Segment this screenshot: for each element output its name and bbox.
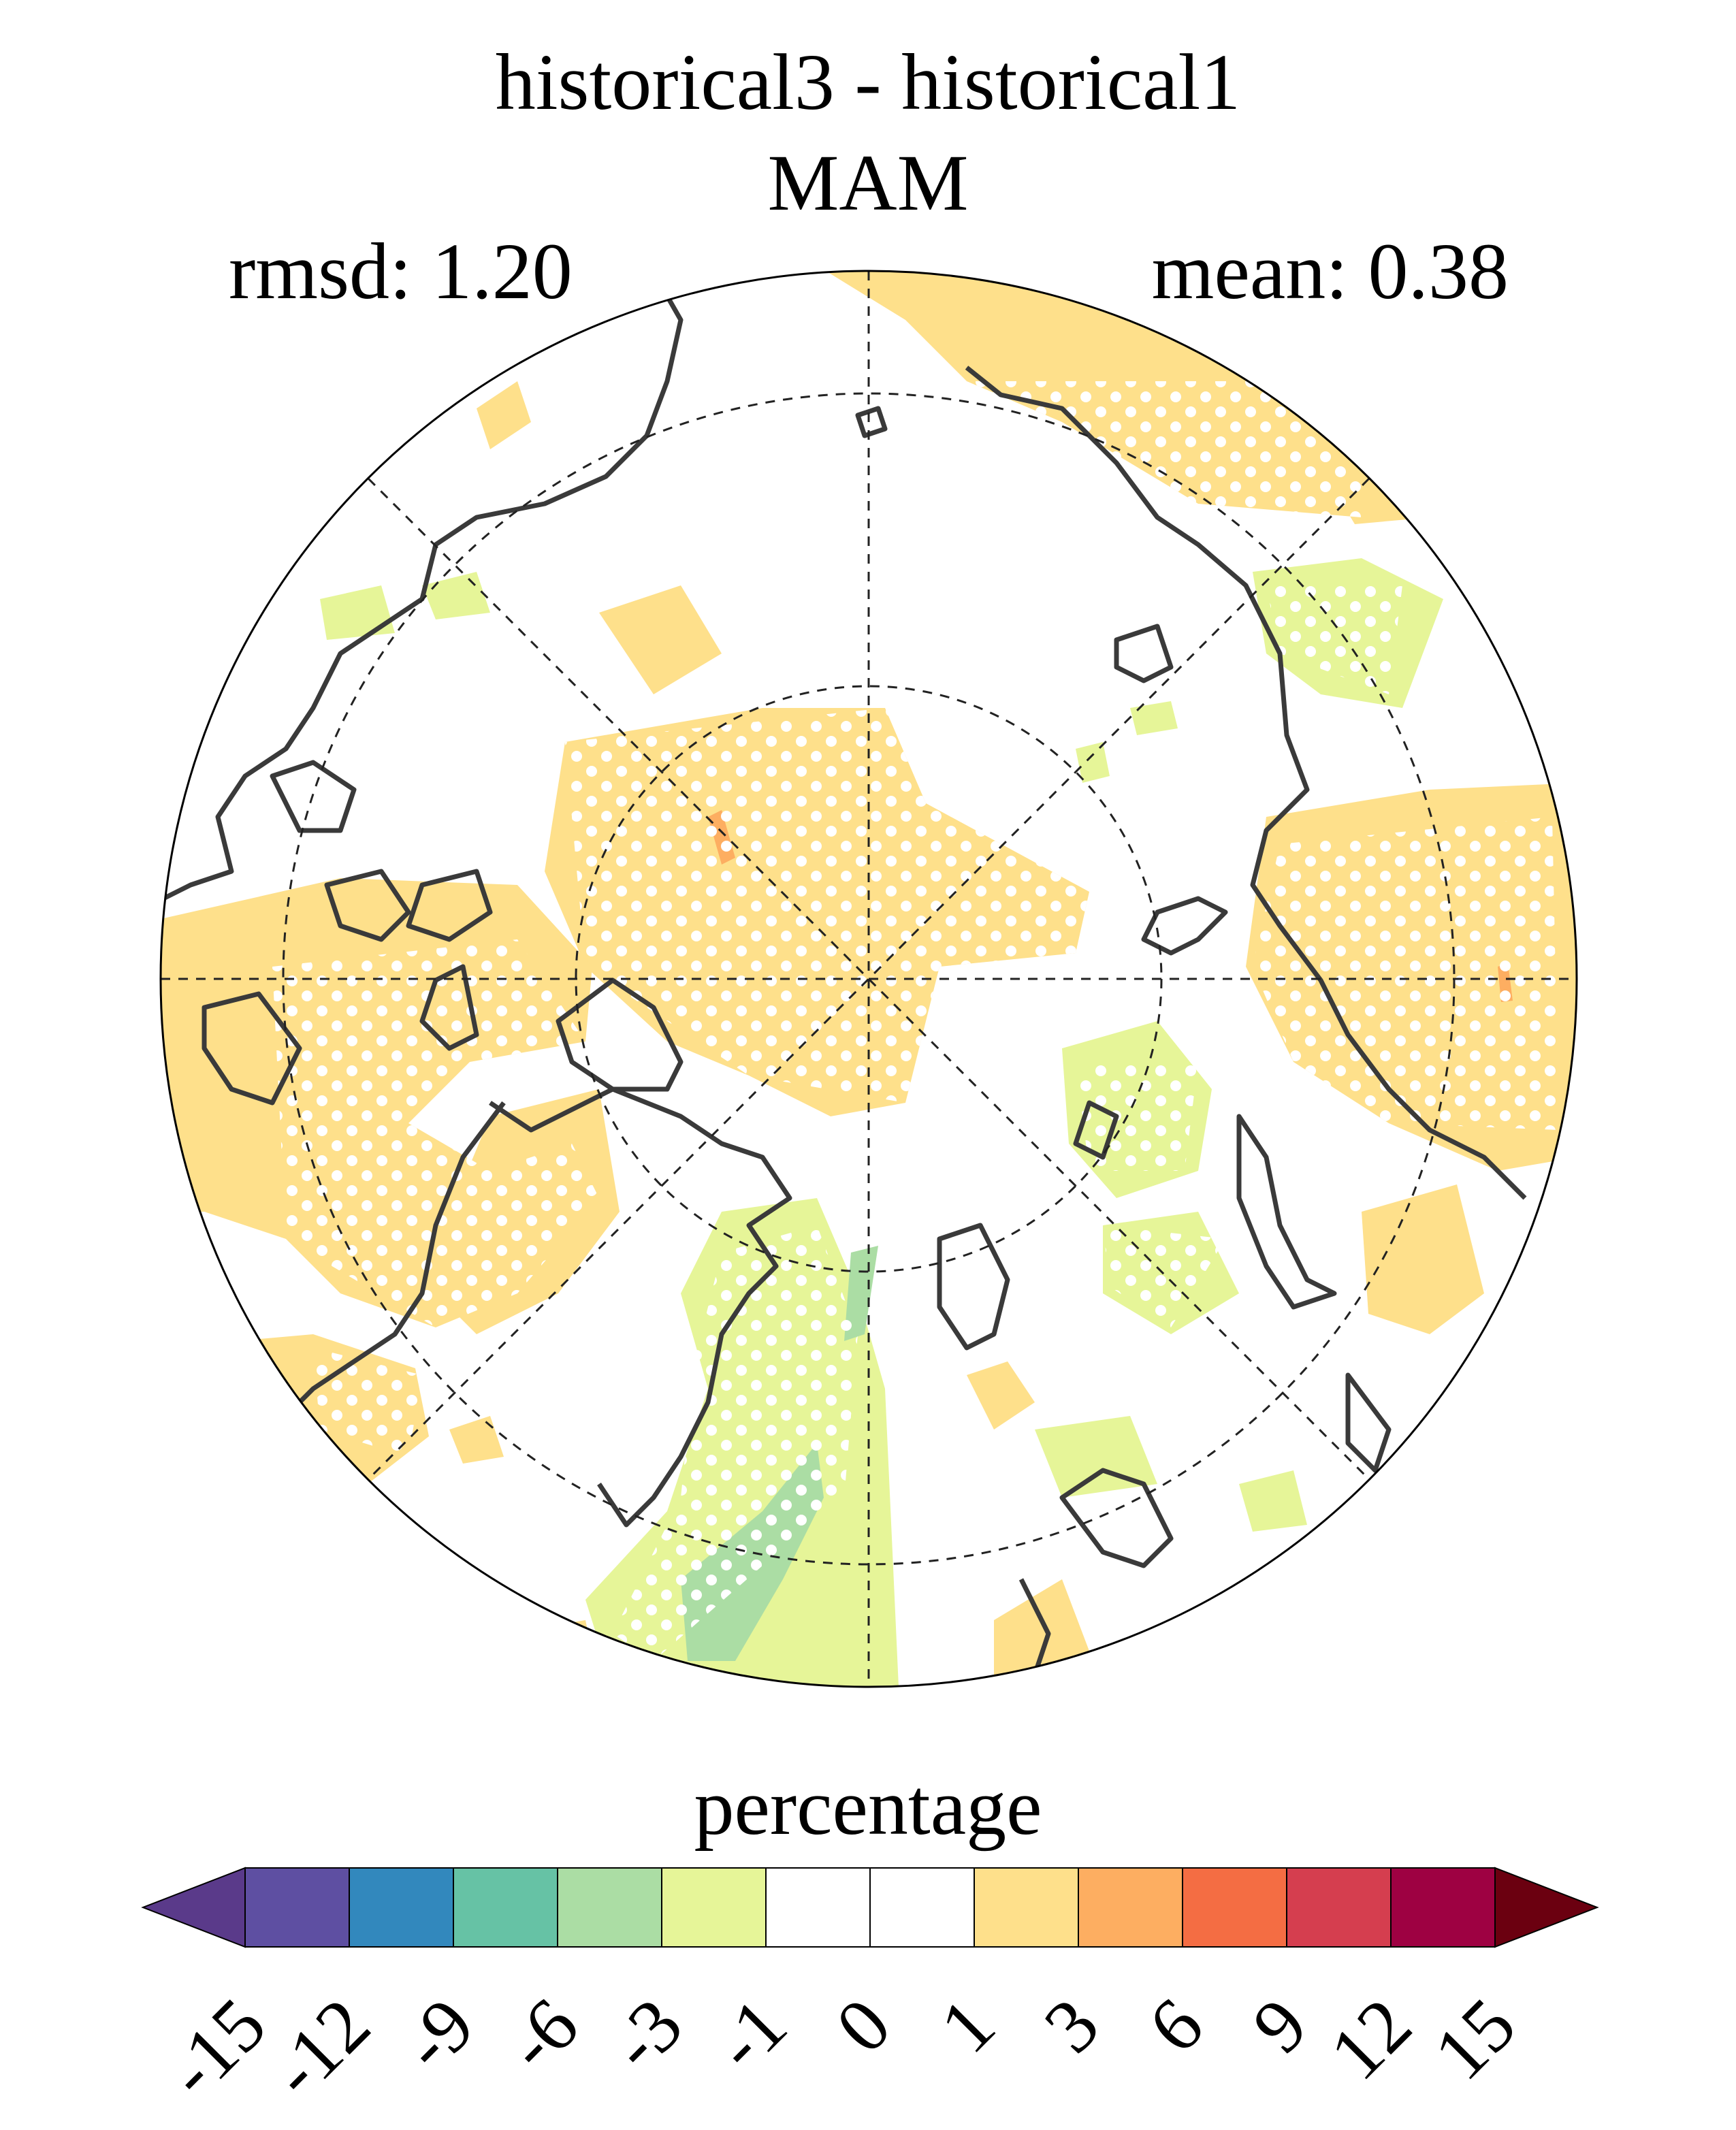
colorbar-cell [869,1867,975,1948]
colorbar-cell [349,1867,454,1948]
graticule [161,271,1577,1687]
colorbar-tick-label: 15 [1417,1982,1532,2097]
map-boundary [159,270,1578,1688]
colorbar-tick-label: 1 [924,1982,1011,2069]
polar-map [159,270,1578,1688]
colorbar-cell [1078,1867,1183,1948]
significance-stippling [272,381,1559,1661]
colorbar-cell [1286,1867,1392,1948]
colorbar-tick-label: -12 [254,1982,386,2114]
colorbar-tick-label: 0 [820,1982,907,2069]
colorbar-cell [765,1867,871,1948]
map-title: historical3 - historical1 [495,37,1241,127]
colorbar-under-triangle [141,1867,246,1948]
season-label: MAM [767,138,969,227]
colorbar-cell [1182,1867,1287,1948]
colorbar-cell [244,1867,350,1948]
colorbar-cell [974,1867,1079,1948]
colorbar-tick-label: 6 [1132,1982,1219,2069]
colorbar-tick-label: 12 [1313,1982,1428,2097]
colorbar-tick-label: -6 [489,1982,594,2087]
field-layer [161,271,1577,1687]
colorbar-cell [557,1867,662,1948]
colorbar [141,1867,1599,1948]
colorbar-cell [453,1867,558,1948]
colorbar-tick-label: -3 [594,1982,698,2087]
colorbar-over-triangle [1494,1867,1599,1948]
colorbar-tick-label: 3 [1028,1982,1115,2069]
colorbar-label: percentage [694,1762,1042,1852]
mean-stat: mean: 0.38 [1151,227,1509,316]
rmsd-stat: rmsd: 1.20 [229,227,573,316]
colorbar-tick-label: -9 [385,1982,490,2087]
colorbar-tick-label: 9 [1236,1982,1323,2069]
colorbar-cell [661,1867,767,1948]
colorbar-tick-label: -1 [698,1982,803,2087]
colorbar-cell [1390,1867,1496,1948]
